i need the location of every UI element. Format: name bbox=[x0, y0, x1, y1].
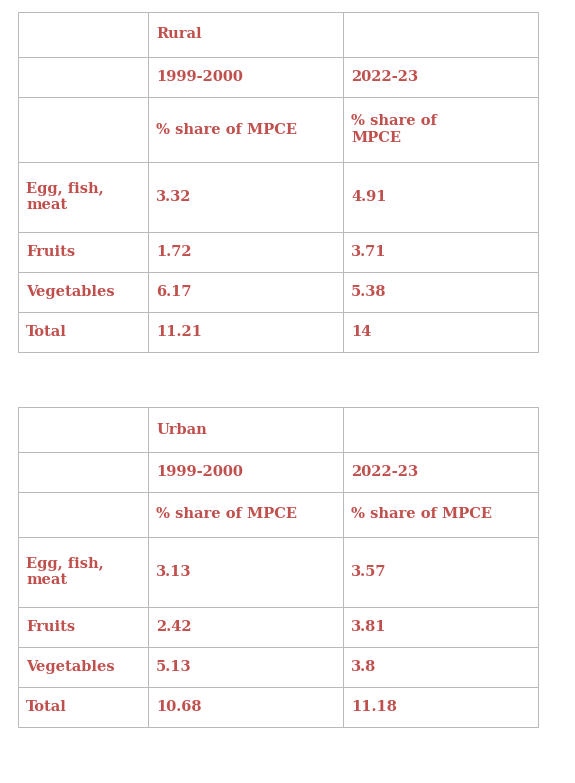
Bar bbox=[343, 407, 538, 452]
Bar bbox=[148, 272, 343, 312]
Bar bbox=[148, 492, 343, 537]
Text: 2022-23: 2022-23 bbox=[351, 465, 418, 479]
Bar bbox=[343, 97, 538, 162]
Text: 5.13: 5.13 bbox=[156, 660, 191, 674]
Text: Fruits: Fruits bbox=[26, 245, 75, 259]
Text: % share of MPCE: % share of MPCE bbox=[156, 507, 297, 521]
Bar bbox=[343, 452, 538, 492]
Bar bbox=[18, 272, 148, 312]
Bar bbox=[343, 687, 538, 727]
Bar bbox=[18, 607, 148, 647]
Text: 3.71: 3.71 bbox=[351, 245, 386, 259]
Bar bbox=[343, 537, 538, 607]
Text: Fruits: Fruits bbox=[26, 620, 75, 634]
Bar bbox=[18, 407, 148, 452]
Text: Total: Total bbox=[26, 700, 67, 714]
Bar bbox=[148, 12, 343, 57]
Text: 3.13: 3.13 bbox=[156, 565, 191, 579]
Bar bbox=[18, 537, 148, 607]
Bar bbox=[343, 492, 538, 537]
Bar bbox=[148, 452, 343, 492]
Text: 3.32: 3.32 bbox=[156, 190, 191, 204]
Bar bbox=[18, 232, 148, 272]
Bar bbox=[148, 687, 343, 727]
Text: Total: Total bbox=[26, 325, 67, 339]
Bar bbox=[343, 57, 538, 97]
Bar bbox=[18, 57, 148, 97]
Text: 3.57: 3.57 bbox=[351, 565, 386, 579]
Bar bbox=[343, 312, 538, 352]
Bar bbox=[148, 607, 343, 647]
Bar bbox=[18, 647, 148, 687]
Bar bbox=[148, 407, 343, 452]
Text: 3.81: 3.81 bbox=[351, 620, 386, 634]
Bar bbox=[148, 232, 343, 272]
Bar bbox=[18, 687, 148, 727]
Bar bbox=[18, 452, 148, 492]
Text: 6.17: 6.17 bbox=[156, 285, 191, 299]
Text: 4.91: 4.91 bbox=[351, 190, 386, 204]
Bar bbox=[18, 97, 148, 162]
Text: % share of MPCE: % share of MPCE bbox=[351, 507, 492, 521]
Bar bbox=[148, 647, 343, 687]
Bar bbox=[343, 12, 538, 57]
Bar bbox=[148, 537, 343, 607]
Text: Urban: Urban bbox=[156, 423, 207, 436]
Text: % share of MPCE: % share of MPCE bbox=[156, 122, 297, 136]
Text: 2.42: 2.42 bbox=[156, 620, 191, 634]
Text: 1999-2000: 1999-2000 bbox=[156, 70, 243, 84]
Text: 5.38: 5.38 bbox=[351, 285, 386, 299]
Text: % share of
MPCE: % share of MPCE bbox=[351, 114, 437, 145]
Bar bbox=[148, 97, 343, 162]
Text: 11.21: 11.21 bbox=[156, 325, 202, 339]
Text: Vegetables: Vegetables bbox=[26, 660, 114, 674]
Bar bbox=[18, 492, 148, 537]
Text: 11.18: 11.18 bbox=[351, 700, 397, 714]
Bar bbox=[148, 57, 343, 97]
Bar bbox=[343, 272, 538, 312]
Bar bbox=[18, 162, 148, 232]
Text: 10.68: 10.68 bbox=[156, 700, 201, 714]
Text: 1999-2000: 1999-2000 bbox=[156, 465, 243, 479]
Bar bbox=[18, 312, 148, 352]
Text: Egg, fish,
meat: Egg, fish, meat bbox=[26, 182, 104, 212]
Bar bbox=[148, 312, 343, 352]
Bar bbox=[18, 12, 148, 57]
Bar bbox=[343, 232, 538, 272]
Text: 14: 14 bbox=[351, 325, 371, 339]
Bar bbox=[343, 647, 538, 687]
Text: 1.72: 1.72 bbox=[156, 245, 191, 259]
Bar bbox=[343, 162, 538, 232]
Text: Rural: Rural bbox=[156, 27, 202, 41]
Bar bbox=[343, 607, 538, 647]
Text: 2022-23: 2022-23 bbox=[351, 70, 418, 84]
Bar bbox=[148, 162, 343, 232]
Text: Vegetables: Vegetables bbox=[26, 285, 114, 299]
Text: 3.8: 3.8 bbox=[351, 660, 376, 674]
Text: Egg, fish,
meat: Egg, fish, meat bbox=[26, 557, 104, 587]
